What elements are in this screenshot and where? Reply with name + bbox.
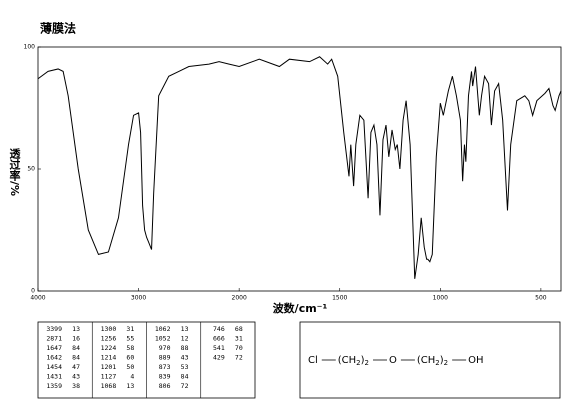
peak-transmittance: 12 xyxy=(181,335,189,343)
peak-wavenumber: 1224 xyxy=(101,344,117,352)
spectrum-line xyxy=(37,56,562,279)
structure-text: Cl xyxy=(308,355,318,366)
peak-transmittance: 70 xyxy=(235,344,243,352)
structure-close: ) xyxy=(440,355,444,366)
y-axis-label: 透过率/% xyxy=(8,148,21,196)
peak-transmittance: 72 xyxy=(181,382,189,390)
x-tick-label: 4000 xyxy=(30,295,45,302)
structure-frame xyxy=(299,321,561,399)
peak-wavenumber: 1642 xyxy=(46,354,62,362)
chart-title: 薄膜法 xyxy=(40,21,76,36)
peak-transmittance: 68 xyxy=(235,325,243,333)
peak-transmittance: 43 xyxy=(181,354,189,362)
peak-wavenumber: 666 xyxy=(213,335,225,343)
peak-transmittance: 53 xyxy=(181,363,189,371)
structure-text: O xyxy=(389,355,397,366)
structure-group: Cl xyxy=(308,355,318,366)
plot-frame xyxy=(37,46,562,292)
peak-transmittance: 31 xyxy=(235,335,243,343)
peak-transmittance: 72 xyxy=(235,354,243,362)
x-tick-label: 500 xyxy=(535,295,547,302)
peak-wavenumber: 1052 xyxy=(155,335,171,343)
peak-transmittance: 31 xyxy=(126,325,134,333)
peak-wavenumber: 2871 xyxy=(46,335,62,343)
peak-wavenumber: 839 xyxy=(159,373,171,381)
peak-transmittance: 50 xyxy=(126,363,134,371)
peak-transmittance: 84 xyxy=(72,354,80,362)
structure-group: OH xyxy=(468,355,483,366)
y-tick-label: 100 xyxy=(24,44,36,51)
peak-wavenumber: 1647 xyxy=(46,344,62,352)
peak-wavenumber: 1127 xyxy=(101,373,117,381)
peak-wavenumber: 1454 xyxy=(46,363,62,371)
structure-text: OH xyxy=(468,355,483,366)
peak-transmittance: 84 xyxy=(72,344,80,352)
x-tick-label: 3000 xyxy=(131,295,146,302)
peak-wavenumber: 429 xyxy=(213,354,225,362)
peak-transmittance: 13 xyxy=(72,325,80,333)
peak-wavenumber: 746 xyxy=(213,325,225,333)
peak-transmittance: 38 xyxy=(72,382,80,390)
structure-group: (CH2)2 xyxy=(338,355,369,367)
peak-wavenumber: 873 xyxy=(159,363,171,371)
peak-wavenumber: 1431 xyxy=(46,373,62,381)
peak-transmittance: 4 xyxy=(130,373,134,381)
peak-wavenumber: 1201 xyxy=(101,363,117,371)
structure-text: (CH xyxy=(417,355,435,366)
peak-wavenumber: 541 xyxy=(213,344,225,352)
peak-wavenumber: 1359 xyxy=(46,382,62,390)
peak-transmittance: 84 xyxy=(181,373,189,381)
structure-repeat: 2 xyxy=(365,359,369,367)
peak-transmittance: 88 xyxy=(181,344,189,352)
peak-transmittance: 58 xyxy=(126,344,134,352)
structure-subscript: 2 xyxy=(435,359,439,367)
peak-transmittance: 13 xyxy=(126,382,134,390)
peak-transmittance: 60 xyxy=(126,354,134,362)
peak-wavenumber: 889 xyxy=(159,354,171,362)
x-tick-label: 1000 xyxy=(433,295,448,302)
structure-close: ) xyxy=(361,355,365,366)
structure-text: (CH xyxy=(338,355,356,366)
peak-wavenumber: 806 xyxy=(159,382,171,390)
x-tick-label: 2000 xyxy=(232,295,247,302)
peak-wavenumber: 1068 xyxy=(101,382,117,390)
peak-wavenumber: 1256 xyxy=(101,335,117,343)
peak-wavenumber: 1214 xyxy=(101,354,117,362)
structure-group: O xyxy=(389,355,397,366)
structure-repeat: 2 xyxy=(444,359,448,367)
y-tick-label: 0 xyxy=(31,288,35,295)
x-tick-label: 1500 xyxy=(332,295,347,302)
peak-wavenumber: 970 xyxy=(159,344,171,352)
peak-transmittance: 55 xyxy=(126,335,134,343)
x-axis-label: 波数/cm⁻¹ xyxy=(273,301,328,315)
structure-group: (CH2)2 xyxy=(417,355,448,367)
peak-wavenumber: 1300 xyxy=(101,325,117,333)
peak-wavenumber: 1062 xyxy=(155,325,171,333)
y-tick-label: 50 xyxy=(27,166,35,173)
peak-wavenumber: 3399 xyxy=(46,325,62,333)
peak-transmittance: 47 xyxy=(72,363,80,371)
structure-subscript: 2 xyxy=(356,359,360,367)
peak-transmittance: 43 xyxy=(72,373,80,381)
peak-transmittance: 13 xyxy=(181,325,189,333)
peak-transmittance: 16 xyxy=(72,335,80,343)
